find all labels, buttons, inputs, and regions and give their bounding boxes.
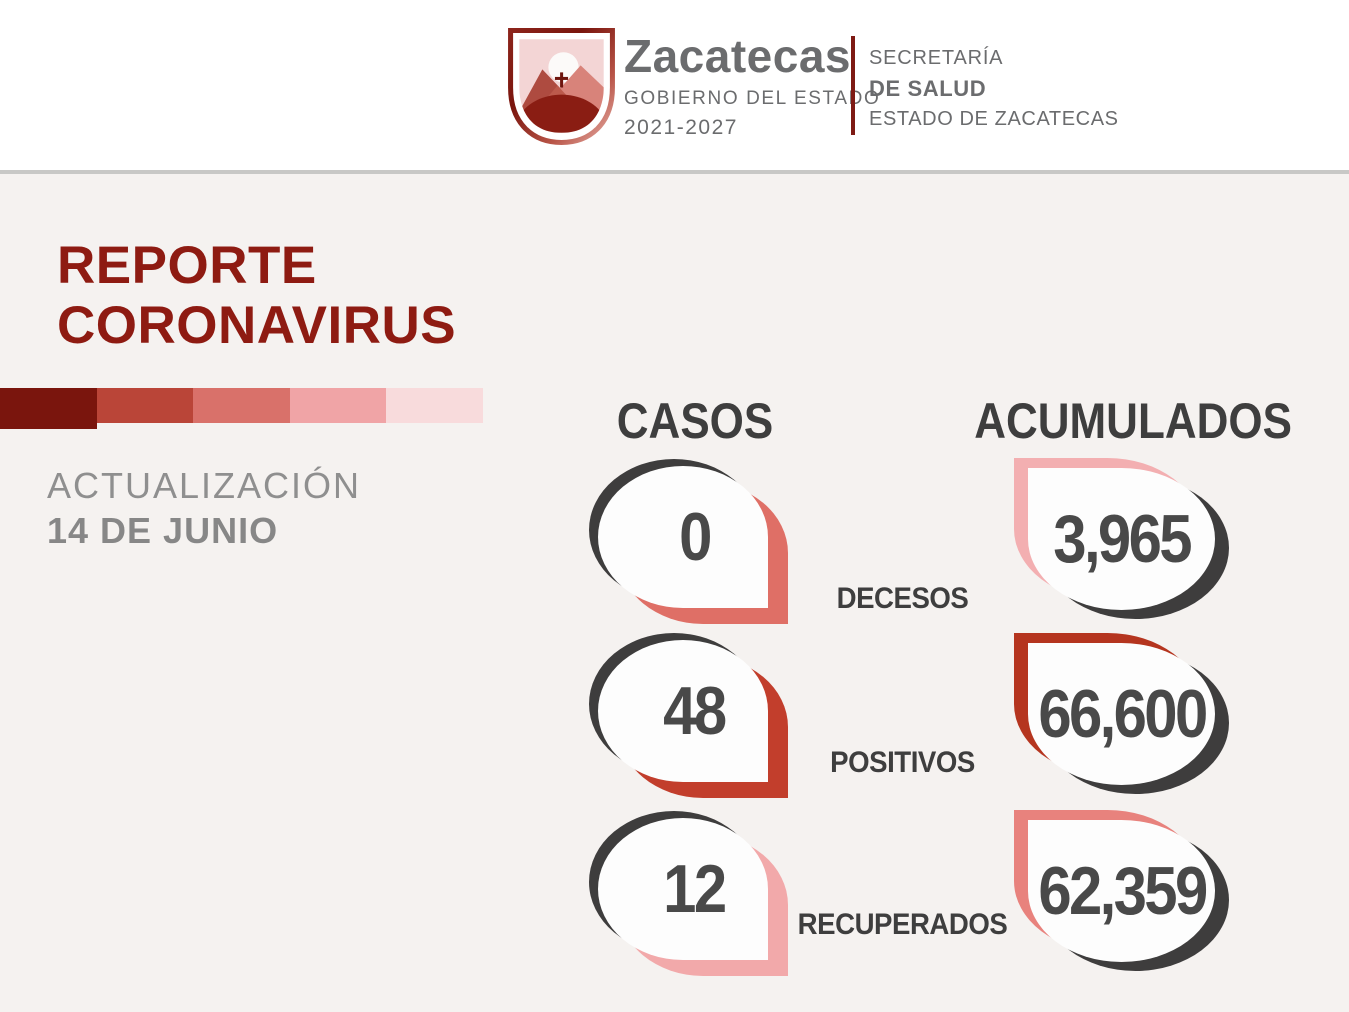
update-label: ACTUALIZACIÓN <box>47 465 362 506</box>
update-date: 14 DE JUNIO <box>47 510 279 551</box>
logo-subtitle: GOBIERNO DEL ESTADO <box>624 88 881 109</box>
secretaria-line3: ESTADO DE ZACATECAS <box>869 108 1119 130</box>
gradient-segment-2 <box>96 388 194 423</box>
acumulados-value-positivos: 66,600 <box>1037 676 1208 752</box>
cross-icon <box>554 76 569 80</box>
row-label-positivos: POSITIVOS <box>830 746 975 779</box>
gradient-segment-1 <box>0 388 97 430</box>
acumulados-badge-recuperados: 62,359 <box>1028 820 1215 962</box>
sun-icon <box>548 52 579 83</box>
secretaria-line2: DE SALUD <box>869 76 987 101</box>
row-label-decesos: DECESOS <box>836 582 969 615</box>
report-title-line1: REPORTE <box>57 236 317 295</box>
report-title-line2: CORONAVIRUS <box>57 296 457 356</box>
header-vertical-divider <box>851 36 855 135</box>
acumulados-value-decesos: 3,965 <box>1053 501 1192 577</box>
secretaria-line1: SECRETARÍA <box>869 47 1004 69</box>
column-header-acumulados: ACUMULADOS <box>974 393 1292 449</box>
casos-badge-positivos: 48 <box>598 640 768 782</box>
logo-period: 2021-2027 <box>624 116 738 139</box>
secretaria-block: SECRETARÍA DE SALUD ESTADO DE ZACATECAS <box>869 47 1119 131</box>
acumulados-badge-positivos: 66,600 <box>1028 643 1215 785</box>
gradient-bar <box>0 388 483 430</box>
gradient-segment-3 <box>193 388 290 423</box>
acumulados-value-recuperados: 62,359 <box>1037 853 1208 929</box>
column-header-casos: CASOS <box>616 393 774 449</box>
report-title: REPORTE CORONAVIRUS <box>57 236 456 357</box>
casos-value-positivos: 48 <box>663 673 727 749</box>
header: Zacatecas GOBIERNO DEL ESTADO 2021-2027 … <box>0 0 1349 170</box>
front-hill <box>519 94 604 133</box>
casos-badge-decesos: 0 <box>598 466 768 608</box>
report-panel: REPORTE CORONAVIRUS ACTUALIZACIÓN 14 DE … <box>0 174 1349 1012</box>
gradient-segment-5 <box>386 388 483 423</box>
casos-value-recuperados: 12 <box>663 851 727 927</box>
government-logo-text: Zacatecas GOBIERNO DEL ESTADO 2021-2027 <box>624 33 880 140</box>
row-label-recuperados: RECUPERADOS <box>797 908 1008 941</box>
gradient-segment-4 <box>289 388 387 423</box>
casos-badge-recuperados: 12 <box>598 818 768 960</box>
zacatecas-shield-logo <box>508 28 615 145</box>
header-rule <box>0 170 1349 174</box>
acumulados-badge-decesos: 3,965 <box>1028 468 1215 610</box>
casos-value-decesos: 0 <box>678 499 712 575</box>
logo-title: Zacatecas <box>624 30 851 82</box>
